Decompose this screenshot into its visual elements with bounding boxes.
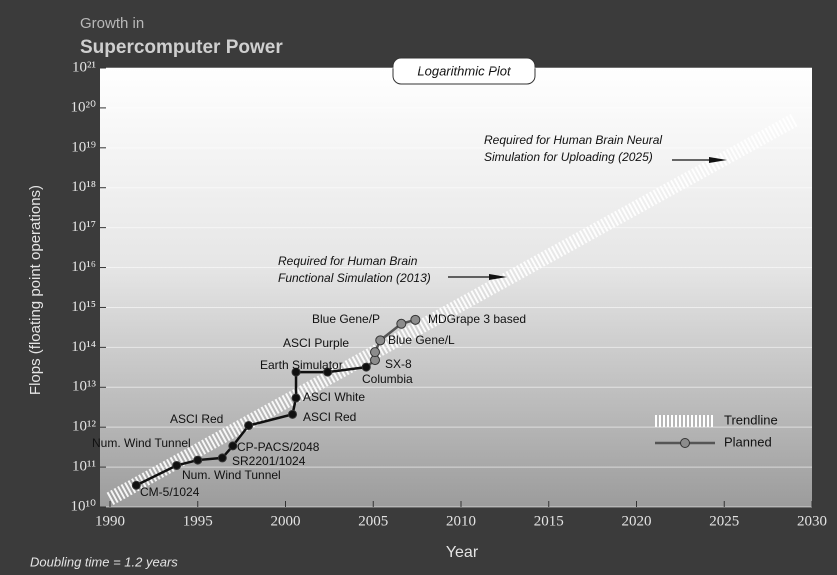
point-label: Blue Gene/L bbox=[388, 333, 455, 347]
point-label: CM-5/1024 bbox=[140, 485, 200, 499]
x-tick-label: 2005 bbox=[358, 513, 388, 529]
annotation: Simulation for Uploading (2025) bbox=[484, 150, 653, 164]
point bbox=[217, 453, 227, 463]
point-label: Columbia bbox=[362, 372, 413, 386]
point bbox=[288, 409, 298, 419]
y-tick-label: 10¹⁷ bbox=[71, 219, 96, 235]
point bbox=[375, 335, 386, 346]
chart-title: Supercomputer Power bbox=[80, 37, 283, 58]
point-label: SX-8 bbox=[385, 357, 412, 371]
point-label: ASCI White bbox=[303, 390, 365, 404]
y-tick-label: 10²⁰ bbox=[70, 99, 96, 115]
plot-area bbox=[100, 68, 812, 507]
y-tick-label: 10²¹ bbox=[72, 59, 96, 75]
point-label: ASCI Red bbox=[303, 410, 356, 424]
subtitle: Logarithmic Plot bbox=[417, 63, 512, 78]
annotation-arrowhead bbox=[489, 274, 507, 280]
point bbox=[370, 347, 381, 358]
x-tick-label: 2010 bbox=[446, 513, 476, 529]
annotation: Required for Human Brain bbox=[278, 254, 418, 268]
x-tick-label: 2030 bbox=[797, 513, 827, 529]
point-label: Blue Gene/P bbox=[312, 312, 380, 326]
y-tick-label: 10¹⁴ bbox=[71, 339, 96, 355]
point-label: Num. Wind Tunnel bbox=[92, 436, 191, 450]
x-tick-label: 1990 bbox=[95, 513, 125, 529]
subtitle-tab bbox=[392, 57, 536, 85]
point bbox=[228, 441, 238, 451]
annotation-arrowhead bbox=[709, 157, 727, 163]
pretitle: Growth in bbox=[80, 15, 144, 32]
point bbox=[396, 318, 407, 329]
point-label: SR2201/1024 bbox=[232, 454, 306, 468]
y-tick-label: 10¹¹ bbox=[72, 459, 96, 475]
point bbox=[291, 393, 301, 403]
y-tick-label: 10¹⁸ bbox=[71, 179, 96, 195]
legend-planned-marker bbox=[680, 438, 690, 448]
y-tick-label: 10¹⁰ bbox=[70, 498, 96, 514]
point bbox=[131, 480, 141, 490]
point-label: Num. Wind Tunnel bbox=[182, 468, 281, 482]
x-axis-label: Year bbox=[446, 544, 479, 561]
legend-label: Planned bbox=[724, 434, 772, 449]
y-tick-label: 10¹⁵ bbox=[71, 299, 96, 315]
annotation: Required for Human Brain Neural bbox=[484, 133, 662, 147]
point bbox=[244, 421, 254, 431]
point bbox=[291, 367, 301, 377]
point-label: CP-PACS/2048 bbox=[237, 440, 320, 454]
legend-label: Trendline bbox=[724, 412, 778, 427]
y-tick-label: 10¹² bbox=[72, 419, 96, 435]
x-tick-label: 2020 bbox=[622, 513, 652, 529]
y-axis-label: Flops (floating point operations) bbox=[27, 185, 44, 395]
y-tick-label: 10¹³ bbox=[72, 379, 96, 395]
footnote: Doubling time = 1.2 years bbox=[30, 554, 178, 569]
point-label: ASCI Red bbox=[170, 412, 223, 426]
point bbox=[193, 455, 203, 465]
point-label: ASCI Purple bbox=[283, 336, 349, 350]
point bbox=[361, 362, 371, 372]
x-tick-label: 2025 bbox=[709, 513, 739, 529]
point bbox=[323, 367, 333, 377]
point bbox=[172, 460, 182, 470]
y-tick-label: 10¹⁹ bbox=[71, 139, 96, 155]
point-label: MDGrape 3 based bbox=[428, 312, 526, 326]
y-tick-label: 10¹⁶ bbox=[71, 259, 96, 275]
point bbox=[410, 314, 421, 325]
x-tick-label: 2000 bbox=[271, 513, 301, 529]
annotation: Functional Simulation (2013) bbox=[278, 271, 431, 285]
x-tick-label: 1995 bbox=[183, 513, 213, 529]
x-tick-label: 2015 bbox=[534, 513, 564, 529]
point-label: Earth Simulator bbox=[260, 358, 343, 372]
